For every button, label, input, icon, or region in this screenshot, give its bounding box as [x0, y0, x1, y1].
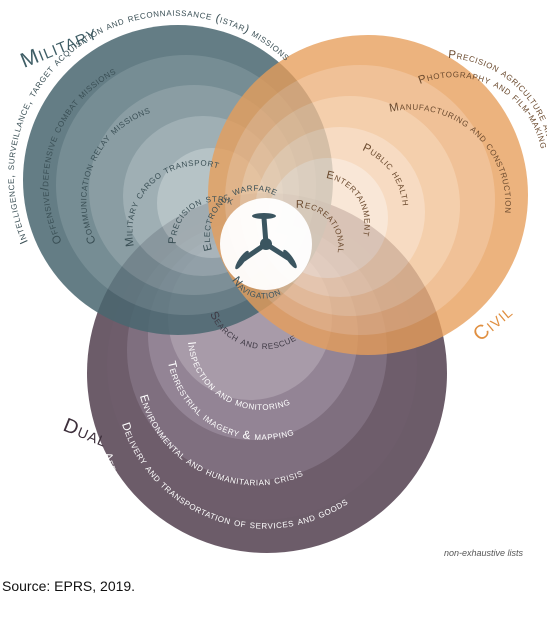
venn-diagram: Military Civil Dual Intelligence, survei… [0, 0, 547, 553]
drone-icon [235, 213, 297, 270]
footnote: non-exhaustive lists [443, 548, 523, 558]
source-caption: Source: EPRS, 2019. [2, 578, 136, 594]
